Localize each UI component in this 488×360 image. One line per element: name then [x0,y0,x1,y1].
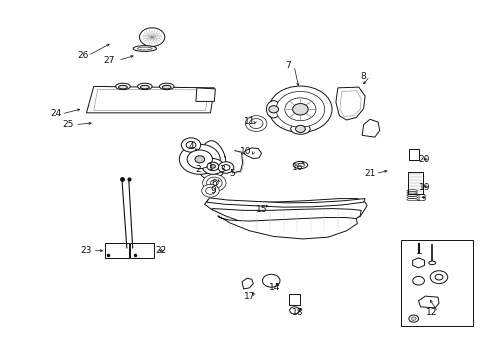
Circle shape [181,138,201,152]
Polygon shape [196,88,215,102]
Polygon shape [335,87,365,120]
Circle shape [202,158,223,174]
Text: 8: 8 [360,72,366,81]
Bar [130,243,153,258]
Polygon shape [206,198,365,207]
Ellipse shape [290,123,309,134]
Bar [407,172,423,194]
Ellipse shape [428,261,435,265]
Text: 12: 12 [425,308,436,317]
Text: 25: 25 [62,120,74,129]
Text: 6: 6 [211,179,217,188]
Circle shape [408,315,418,322]
Text: 17: 17 [243,292,255,301]
Text: 18: 18 [292,308,303,317]
Text: 2: 2 [195,165,201,174]
Text: 13: 13 [415,194,427,203]
Circle shape [276,91,324,127]
Polygon shape [412,258,424,268]
Text: 10: 10 [239,147,251,156]
Text: 14: 14 [268,283,280,292]
Bar [400,240,472,326]
Ellipse shape [140,85,149,89]
Circle shape [245,116,266,131]
Circle shape [268,106,278,113]
Text: 16: 16 [292,163,303,172]
Circle shape [206,177,222,189]
Circle shape [206,162,218,171]
Polygon shape [217,216,357,239]
Text: 19: 19 [418,183,429,192]
Ellipse shape [118,85,127,89]
Polygon shape [243,148,261,158]
Text: 27: 27 [103,56,115,65]
Ellipse shape [292,161,307,168]
Circle shape [210,180,218,186]
Circle shape [218,162,233,173]
Circle shape [202,174,225,192]
Text: 7: 7 [285,61,290,70]
Bar [288,294,299,305]
Circle shape [210,165,215,168]
Circle shape [262,274,280,287]
Circle shape [195,156,204,163]
Text: 4: 4 [188,141,193,150]
Text: 5: 5 [229,169,235,178]
Ellipse shape [133,46,156,51]
Circle shape [434,274,442,280]
Ellipse shape [162,85,171,89]
Ellipse shape [116,83,130,90]
Polygon shape [86,86,214,113]
Polygon shape [211,208,361,234]
Text: 20: 20 [418,155,429,164]
Ellipse shape [295,163,304,167]
Circle shape [412,276,424,285]
Text: 9: 9 [209,186,215,195]
Text: 1: 1 [207,163,213,172]
Polygon shape [242,278,253,289]
Ellipse shape [266,101,281,118]
Text: 21: 21 [364,169,375,178]
Text: 26: 26 [77,51,89,60]
Polygon shape [362,119,379,137]
Circle shape [295,125,305,132]
Circle shape [289,307,299,314]
Text: 3: 3 [219,165,225,174]
Circle shape [222,165,229,170]
Circle shape [187,150,212,168]
Bar [408,149,418,160]
Text: 11: 11 [243,117,255,126]
Polygon shape [232,151,243,174]
Circle shape [268,86,331,132]
Circle shape [179,144,220,174]
Ellipse shape [137,83,152,90]
Text: 24: 24 [50,109,61,118]
Text: 15: 15 [256,205,267,214]
Circle shape [201,184,219,197]
Circle shape [429,271,447,284]
Text: 23: 23 [81,246,92,255]
Bar [105,243,128,258]
Polygon shape [204,199,366,227]
Circle shape [292,104,307,115]
Text: 22: 22 [155,246,166,255]
Circle shape [139,28,164,46]
Polygon shape [418,296,438,308]
Circle shape [186,141,196,149]
Circle shape [410,317,415,320]
Circle shape [285,98,315,121]
Ellipse shape [159,83,174,90]
Circle shape [205,187,215,194]
Circle shape [249,118,263,129]
